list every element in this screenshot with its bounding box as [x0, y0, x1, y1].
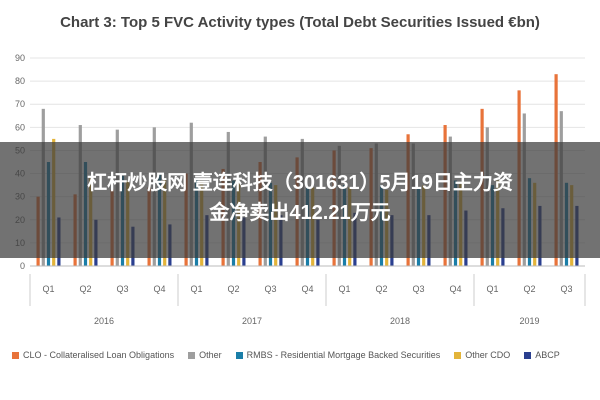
x-tick-label: Q4 [449, 284, 461, 294]
y-tick-label: 90 [15, 53, 25, 63]
year-group-label: 2019 [519, 316, 539, 326]
y-tick-label: 60 [15, 122, 25, 132]
legend-swatch-other [188, 351, 196, 359]
legend-label-other: Other [199, 350, 222, 360]
chart-title: Chart 3: Top 5 FVC Activity types (Total… [60, 14, 540, 31]
x-tick-label: Q1 [486, 284, 498, 294]
overlay-line-1: 杠杆炒股网 壹连科技（301631）5月19日主力资 [87, 172, 513, 194]
x-tick-label: Q3 [412, 284, 424, 294]
news-overlay-banner [0, 142, 600, 258]
news-overlay-text: 杠杆炒股网 壹连科技（301631）5月19日主力资 金净卖出412.21万元 [0, 168, 600, 228]
chart-legend: CLO - Collateralised Loan Obligations Ot… [12, 350, 592, 360]
x-tick-label: Q4 [301, 284, 313, 294]
x-tick-label: Q1 [190, 284, 202, 294]
legend-label-rmbs: RMBS - Residential Mortgage Backed Secur… [246, 350, 441, 360]
x-tick-label: Q2 [79, 284, 91, 294]
y-tick-label: 0 [20, 261, 25, 271]
legend-label-abcp: ABCP [535, 350, 560, 360]
year-group-label: 2016 [94, 316, 114, 326]
legend-item-rmbs: RMBS - Residential Mortgage Backed Secur… [235, 350, 441, 360]
legend-item-abcp: ABCP [524, 350, 560, 360]
legend-label-other-cdo: Other CDO [465, 350, 511, 360]
x-tick-label: Q3 [116, 284, 128, 294]
overlay-line-2: 金净卖出412.21万元 [209, 202, 391, 224]
y-tick-label: 80 [15, 76, 25, 86]
x-tick-label: Q4 [153, 284, 165, 294]
legend-label-clo: CLO - Collateralised Loan Obligations [23, 350, 175, 360]
legend-swatch-other-cdo [454, 351, 462, 359]
y-tick-label: 70 [15, 99, 25, 109]
legend-item-other: Other [188, 350, 222, 360]
legend-item-other-cdo: Other CDO [454, 350, 510, 360]
year-group-label: 2017 [242, 316, 262, 326]
legend-swatch-abcp [524, 351, 532, 359]
x-tick-label: Q1 [42, 284, 54, 294]
year-group-label: 2018 [390, 316, 410, 326]
x-tick-label: Q1 [338, 284, 350, 294]
x-tick-label: Q2 [227, 284, 239, 294]
legend-swatch-rmbs [235, 351, 243, 359]
legend-item-clo: CLO - Collateralised Loan Obligations [12, 350, 174, 360]
x-tick-label: Q2 [523, 284, 535, 294]
x-tick-label: Q3 [264, 284, 276, 294]
x-tick-label: Q2 [375, 284, 387, 294]
x-tick-label: Q3 [560, 284, 572, 294]
legend-swatch-clo [12, 351, 19, 359]
